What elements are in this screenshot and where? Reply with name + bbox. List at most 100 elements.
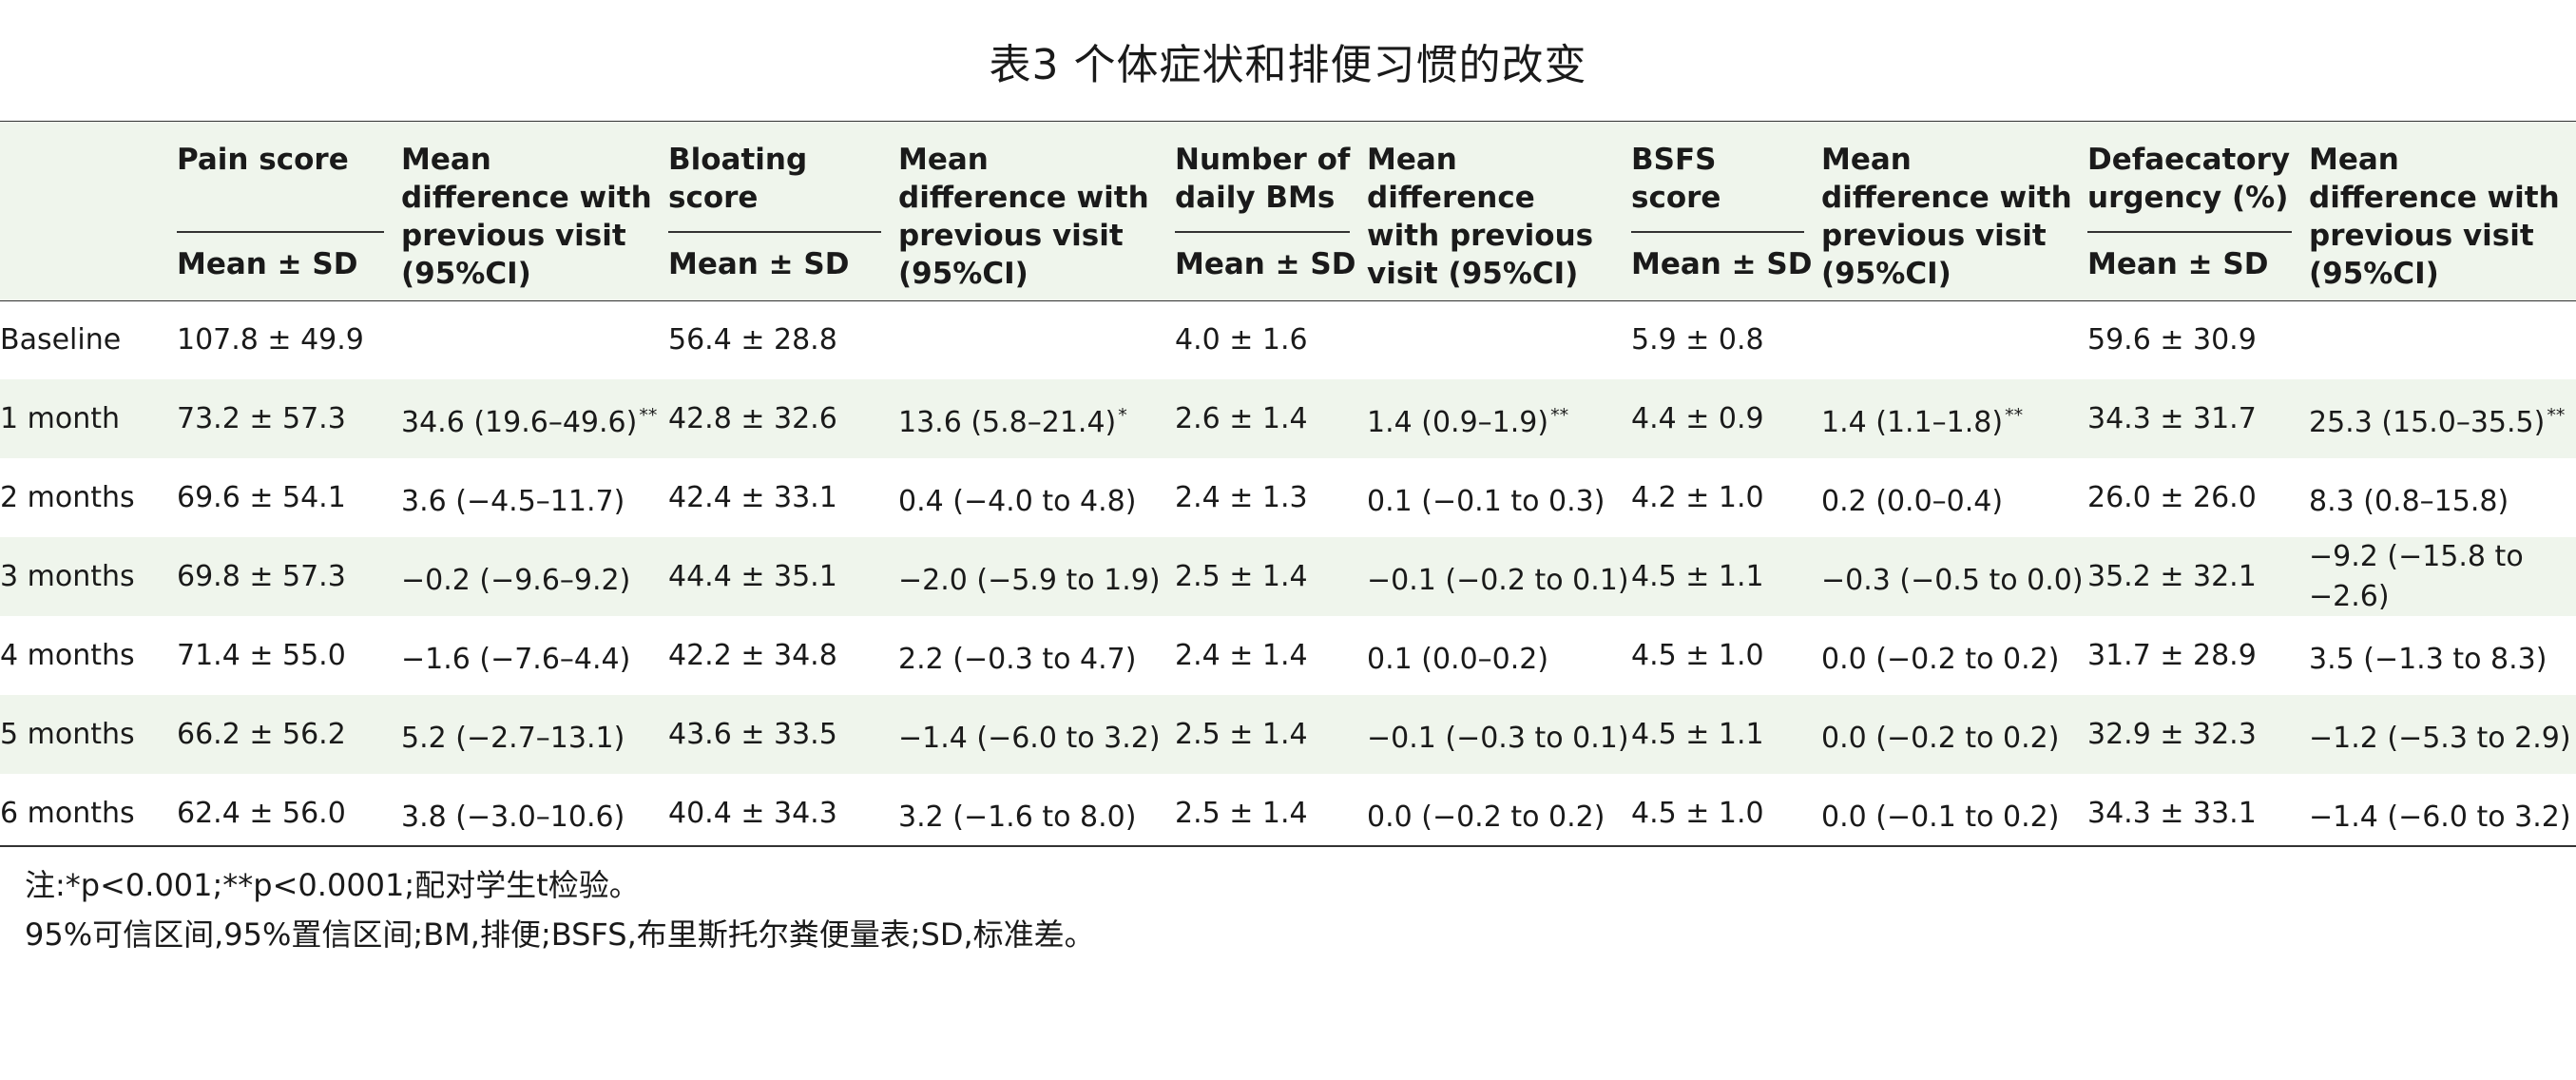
mean-diff-cell [898, 300, 1175, 379]
header-bsfs-rule [1631, 231, 1804, 233]
header-urgency-rule [2087, 231, 2292, 233]
row-label: 1 month [0, 401, 120, 435]
header-bms-diff: Mean difference with previous visit (95%… [1367, 122, 1631, 300]
header-bms-rule [1175, 231, 1350, 233]
mean-sd-cell: 35.2 ± 32.1 [2087, 559, 2257, 593]
mean-diff-cell [401, 300, 668, 379]
header-bsfs-diff: Mean difference with previous visit (95%… [1821, 122, 2087, 300]
mean-diff-value: −2.0 (−5.9 to 1.9) [898, 563, 1161, 597]
table-row: 4 months 71.4 ± 55.0 −1.6 (−7.6–4.4) 42.2 ±… [0, 616, 2576, 695]
mean-diff-value: 3.2 (−1.6 to 8.0) [898, 800, 1137, 834]
mean-diff-cell: 0.0 (−0.2 to 0.2) [1821, 616, 2087, 695]
mean-diff-cell: −2.0 (−5.9 to 1.9) [898, 537, 1175, 616]
header-bsfs-label: BSFS score [1631, 143, 1721, 215]
header-bms-meansd: Mean ± SD [1175, 247, 1356, 281]
table-row: 6 months 62.4 ± 56.0 3.8 (−3.0–10.6) 40.4 ±… [0, 774, 2576, 853]
table-title: 表3 个体症状和排便习惯的改变 [989, 41, 1587, 89]
header-pain-meansd: Mean ± SD [177, 247, 358, 281]
header-bsfs-meansd: Mean ± SD [1631, 247, 1813, 281]
mean-diff-cell: −0.3 (−0.5 to 0.0) [1821, 537, 2087, 616]
significance-marker: ** [1550, 404, 1569, 426]
mean-diff-cell: 34.6 (19.6–49.6) ** [401, 379, 668, 458]
header-bloating: Bloating score Mean ± SD [668, 122, 898, 300]
mean-diff-value: 0.2 (0.0–0.4) [1821, 484, 2004, 518]
mean-diff-value: 0.0 (−0.2 to 0.2) [1367, 800, 1605, 834]
mean-diff-cell: 1.4 (1.1–1.8) ** [1821, 379, 2087, 458]
mean-sd-cell: 4.0 ± 1.6 [1175, 322, 1308, 357]
header-bottom-rule [0, 299, 2576, 301]
header-pain-diff-label: Mean difference with previous visit (95%… [401, 143, 652, 291]
row-label: 2 months [0, 480, 135, 514]
mean-diff-value: −1.2 (−5.3 to 2.9) [2309, 721, 2571, 755]
row-label: 3 months [0, 559, 135, 593]
mean-sd-cell: 32.9 ± 32.3 [2087, 717, 2257, 751]
mean-sd-cell: 62.4 ± 56.0 [177, 796, 346, 830]
mean-sd-cell: 69.6 ± 54.1 [177, 480, 346, 514]
mean-diff-cell: 0.1 (−0.1 to 0.3) [1367, 458, 1631, 537]
significance-marker: ** [2547, 404, 2566, 426]
mean-diff-value: −9.2 (−15.8 to −2.6) [2309, 539, 2524, 613]
header-urgency: Defaecatory urgency (%) Mean ± SD [2087, 122, 2309, 300]
mean-sd-cell: 4.4 ± 0.9 [1631, 401, 1764, 435]
mean-diff-value: 13.6 (5.8–21.4) [898, 405, 1117, 439]
mean-sd-cell: 2.6 ± 1.4 [1175, 401, 1308, 435]
mean-diff-value: 0.0 (−0.2 to 0.2) [1821, 721, 2060, 755]
mean-sd-cell: 42.8 ± 32.6 [668, 401, 837, 435]
mean-sd-cell: 73.2 ± 57.3 [177, 401, 346, 435]
header-urgency-label: Defaecatory urgency (%) [2087, 143, 2291, 215]
mean-diff-value: 0.4 (−4.0 to 4.8) [898, 484, 1137, 518]
significance-marker: ** [2005, 404, 2024, 426]
mean-diff-cell: 25.3 (15.0–35.5) ** [2309, 379, 2576, 458]
header-pain-rule [177, 231, 384, 233]
results-table: Pain score Mean ± SD Mean difference with… [0, 122, 2576, 853]
mean-sd-cell: 26.0 ± 26.0 [2087, 480, 2257, 514]
mean-diff-value: −0.3 (−0.5 to 0.0) [1821, 563, 2084, 597]
table-top-rule [0, 121, 2576, 123]
mean-diff-cell: −9.2 (−15.8 to −2.6) [2309, 537, 2576, 616]
mean-diff-value: −0.1 (−0.3 to 0.1) [1367, 721, 1629, 755]
mean-sd-cell: 4.5 ± 1.0 [1631, 638, 1764, 672]
mean-sd-cell: 44.4 ± 35.1 [668, 559, 837, 593]
mean-sd-cell: 59.6 ± 30.9 [2087, 322, 2257, 357]
mean-diff-value: −1.4 (−6.0 to 3.2) [898, 721, 1161, 755]
header-pain-diff: Mean difference with previous visit (95%… [401, 122, 668, 300]
mean-diff-value: −1.6 (−7.6–4.4) [401, 642, 631, 676]
note-significance: 注:*p<0.001;**p<0.0001;配对学生t检验。 [25, 867, 640, 903]
mean-diff-cell: 0.0 (−0.2 to 0.2) [1821, 695, 2087, 774]
header-urgency-diff-label: Mean difference with previous visit (95%… [2309, 143, 2560, 291]
header-empty-cell [0, 122, 177, 300]
mean-diff-cell: 5.2 (−2.7–13.1) [401, 695, 668, 774]
mean-sd-cell: 31.7 ± 28.9 [2087, 638, 2257, 672]
mean-sd-cell: 2.5 ± 1.4 [1175, 559, 1308, 593]
mean-sd-cell: 4.5 ± 1.1 [1631, 559, 1764, 593]
mean-diff-value: 25.3 (15.0–35.5) [2309, 405, 2546, 439]
mean-diff-value: 3.6 (−4.5–11.7) [401, 484, 625, 518]
mean-diff-cell: 3.8 (−3.0–10.6) [401, 774, 668, 853]
mean-diff-cell: −1.2 (−5.3 to 2.9) [2309, 695, 2576, 774]
header-bms: Number of daily BMs Mean ± SD [1175, 122, 1367, 300]
mean-sd-cell: 40.4 ± 34.3 [668, 796, 837, 830]
header-bloating-diff-label: Mean difference with previous visit (95%… [898, 143, 1149, 291]
header-urgency-meansd: Mean ± SD [2087, 247, 2269, 281]
mean-diff-cell: 0.0 (−0.1 to 0.2) [1821, 774, 2087, 853]
row-label: 4 months [0, 638, 135, 672]
header-bms-label: Number of daily BMs [1175, 143, 1351, 215]
mean-diff-cell: 13.6 (5.8–21.4) * [898, 379, 1175, 458]
mean-diff-value: 0.0 (−0.2 to 0.2) [1821, 642, 2060, 676]
header-pain: Pain score Mean ± SD [177, 122, 401, 300]
mean-diff-cell: 0.1 (0.0–0.2) [1367, 616, 1631, 695]
mean-diff-cell: −0.2 (−9.6–9.2) [401, 537, 668, 616]
mean-sd-cell: 66.2 ± 56.2 [177, 717, 346, 751]
note-abbreviations: 95%可信区间,95%置信区间;BM,排便;BSFS,布里斯托尔粪便量表;SD,… [25, 916, 1095, 953]
mean-diff-value: −1.4 (−6.0 to 3.2) [2309, 800, 2571, 834]
mean-diff-value: 5.2 (−2.7–13.1) [401, 721, 625, 755]
mean-diff-value: 2.2 (−0.3 to 4.7) [898, 642, 1137, 676]
mean-sd-cell: 71.4 ± 55.0 [177, 638, 346, 672]
mean-diff-cell: 0.2 (0.0–0.4) [1821, 458, 2087, 537]
header-row: Pain score Mean ± SD Mean difference with… [0, 122, 2576, 300]
table-row: 3 months 69.8 ± 57.3 −0.2 (−9.6–9.2) 44.4 ±… [0, 537, 2576, 616]
mean-diff-cell: 1.4 (0.9–1.9) ** [1367, 379, 1631, 458]
mean-sd-cell: 4.2 ± 1.0 [1631, 480, 1764, 514]
header-urgency-diff: Mean difference with previous visit (95%… [2309, 122, 2576, 300]
table-row: 2 months 69.6 ± 54.1 3.6 (−4.5–11.7) 42.4 ±… [0, 458, 2576, 537]
